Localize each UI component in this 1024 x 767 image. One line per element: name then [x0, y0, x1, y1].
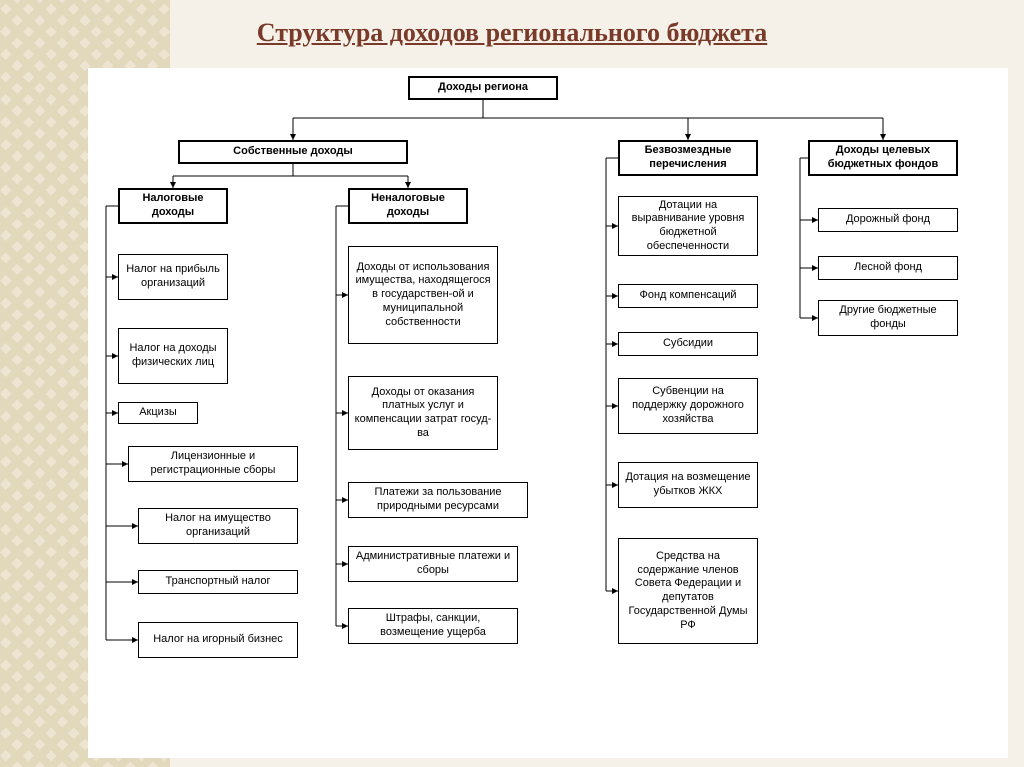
tax-item: Налог на доходы физических лиц	[118, 328, 228, 384]
tax-item: Лицензионные и регистрационные сборы	[128, 446, 298, 482]
tax-item: Налог на имущество организаций	[138, 508, 298, 544]
page-title: Структура доходов регионального бюджета	[20, 18, 1004, 48]
gratis-item: Субсидии	[618, 332, 758, 356]
own-income-header: Собственные доходы	[178, 140, 408, 164]
root-box: Доходы региона	[408, 76, 558, 100]
gratis-item: Субвенции на поддержку дорожного хозяйст…	[618, 378, 758, 434]
funds-item: Другие бюджетные фонды	[818, 300, 958, 336]
nontax-item: Платежи за пользование природными ресурс…	[348, 482, 528, 518]
nontax-header: Неналоговые доходы	[348, 188, 468, 224]
tax-item: Налог на игорный бизнес	[138, 622, 298, 658]
gratis-item: Дотация на возмещение убытков ЖКХ	[618, 462, 758, 508]
gratis-header: Безвозмездные перечисления	[618, 140, 758, 176]
nontax-item: Доходы от использования имущества, наход…	[348, 246, 498, 344]
tax-header: Налоговые доходы	[118, 188, 228, 224]
nontax-item: Штрафы, санкции, возмещение ущерба	[348, 608, 518, 644]
gratis-item: Фонд компенсаций	[618, 284, 758, 308]
slide: Структура доходов регионального бюджета …	[0, 0, 1024, 767]
diagram-canvas: Доходы региона Собственные доходы Безвоз…	[88, 68, 1008, 758]
tax-item: Налог на прибыль организаций	[118, 254, 228, 300]
nontax-item: Административные платежи и сборы	[348, 546, 518, 582]
nontax-item: Доходы от оказания платных услуг и компе…	[348, 376, 498, 450]
funds-item: Дорожный фонд	[818, 208, 958, 232]
funds-item: Лесной фонд	[818, 256, 958, 280]
tax-item: Акцизы	[118, 402, 198, 424]
funds-header: Доходы целевых бюджетных фондов	[808, 140, 958, 176]
gratis-item: Средства на содержание членов Совета Фед…	[618, 538, 758, 644]
gratis-item: Дотации на выравнивание уровня бюджетной…	[618, 196, 758, 256]
tax-item: Транспортный налог	[138, 570, 298, 594]
